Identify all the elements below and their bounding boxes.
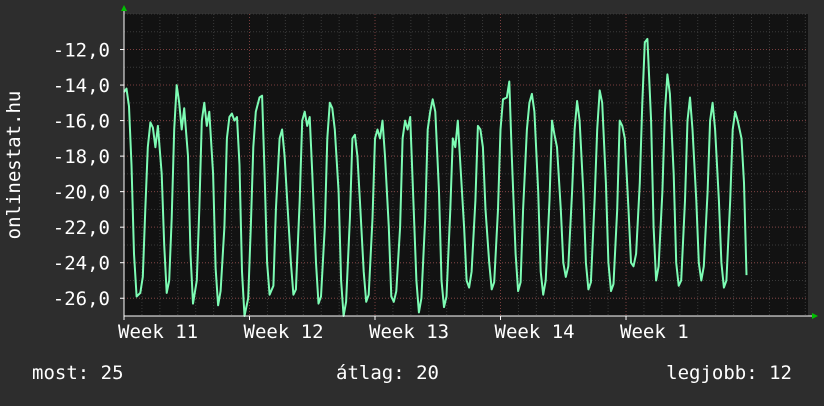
x-tick-label: Week 1 [620,321,689,343]
y-tick-label: -16,0 [53,111,110,133]
y-tick-labels: -12,0 -14,0 -16,0 -18,0 -20,0 -22,0 -24,0 -26,0 [53,40,124,310]
x-tick-label: Week 14 [495,321,575,343]
y-tick-label: -22,0 [53,217,110,239]
y-tick-label: -14,0 [53,75,110,97]
x-tick-label: Week 13 [369,321,449,343]
y-axis-arrow [121,5,127,11]
y-tick-label: -26,0 [53,288,110,310]
y-tick-label: -24,0 [53,253,110,275]
series-layer [123,37,748,317]
series-line-0 [123,37,748,317]
axes [121,5,818,319]
average-value: átlag: 20 [336,362,439,384]
x-tick-label: Week 12 [244,321,324,343]
y-axis-label: onlinestat.hu [3,91,25,240]
x-axis-arrow [812,313,818,319]
y-tick-label: -18,0 [53,146,110,168]
current-value: most: 25 [32,362,124,384]
x-tick-labels: Week 11 Week 12 Week 13 Week 14 Week 1 [118,316,689,343]
y-tick-label: -12,0 [53,40,110,62]
best-value: legjobb: 12 [666,362,792,384]
y-tick-label: -20,0 [53,182,110,204]
x-tick-label: Week 11 [118,321,198,343]
